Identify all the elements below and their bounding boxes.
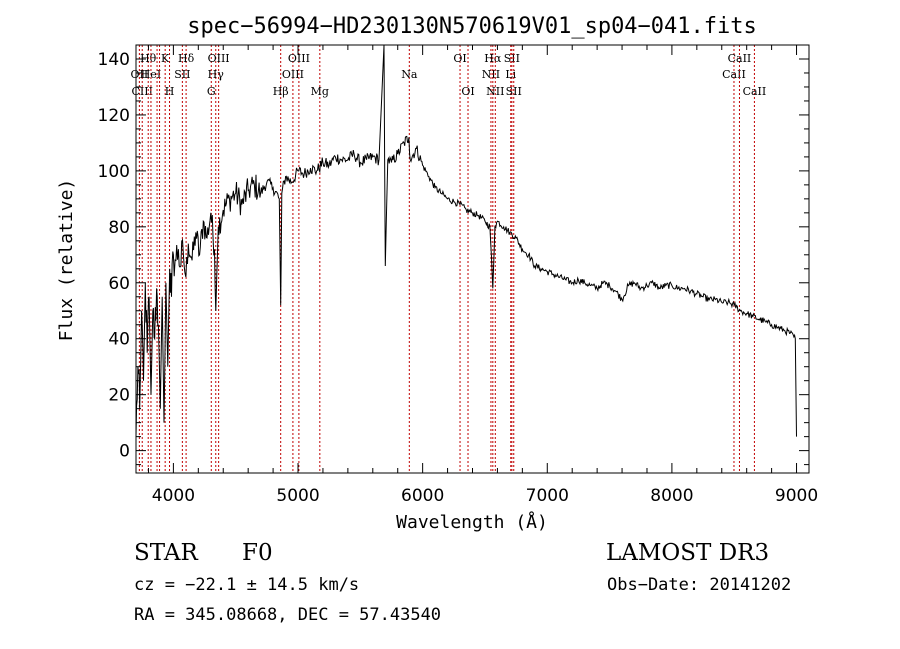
spectrum-series [135, 44, 797, 437]
line-marker-label: Li [505, 68, 516, 81]
x-axis-label: Wavelength (Å) [396, 511, 548, 533]
line-marker-label: CaII [743, 85, 767, 98]
line-marker-label: K [161, 52, 170, 65]
x-tick-label: 8000 [650, 486, 693, 506]
y-tick-label: 140 [98, 50, 130, 70]
coordinates: RA = 345.08668, DEC = 57.43540 [134, 605, 442, 625]
line-marker-label: CaII [728, 52, 752, 65]
x-tick-label: 7000 [526, 486, 569, 506]
x-tick-label: 9000 [775, 486, 818, 506]
line-marker-label: OIII [282, 68, 304, 81]
redshift-cz: cz = −22.1 ± 14.5 km/s [134, 575, 360, 595]
chart-title: spec−56994−HD230130N570619V01_sp04−041.f… [187, 14, 757, 39]
line-marker-label: Mg [311, 85, 329, 98]
line-marker-label: CIII [132, 85, 153, 98]
y-tick-label: 100 [98, 162, 130, 182]
y-tick-label: 40 [108, 330, 130, 350]
line-marker-label: G [207, 85, 216, 98]
survey-name: LAMOST DR3 [606, 540, 770, 566]
object-subclass: F0 [242, 540, 273, 566]
line-marker-label: Hθ [140, 52, 157, 65]
line-marker-label: OII [131, 68, 149, 81]
y-axis-label: Flux (relative) [56, 179, 77, 342]
x-tick-label: 5000 [276, 486, 319, 506]
y-tick-label: 0 [119, 442, 130, 462]
line-marker-label: NII [482, 68, 500, 81]
line-marker-label: Hγ [208, 68, 225, 81]
line-marker-label: OI [461, 85, 474, 98]
y-tick-label: 120 [98, 106, 130, 126]
line-marker-label: SII [506, 85, 522, 98]
x-tick-label: 6000 [401, 486, 444, 506]
x-tick-label: 4000 [152, 486, 195, 506]
observation-date: Obs−Date: 20141202 [607, 575, 792, 595]
line-marker-label: SII [504, 52, 520, 65]
x-axis: 4000 5000 6000 7000 8000 9000 [147, 45, 818, 506]
line-marker-label: OIII [288, 52, 310, 65]
line-marker-label: Hδ [178, 52, 195, 65]
y-axis: 0 20 40 60 80 100 120 140 [98, 44, 809, 466]
spectrum-line [135, 44, 797, 437]
line-marker-label: OI [453, 52, 466, 65]
line-marker-label: Hα [484, 52, 502, 65]
line-marker-label: NII [486, 85, 504, 98]
object-class: STAR [134, 540, 198, 566]
line-marker-label: H [165, 85, 175, 98]
line-marker-label: OIII [208, 52, 230, 65]
y-tick-label: 60 [108, 274, 130, 294]
line-marker-label: Hβ [273, 85, 289, 98]
plot-frame [135, 44, 810, 474]
line-marker-label: SII [174, 68, 190, 81]
y-tick-label: 80 [108, 218, 130, 238]
line-marker-label: Na [401, 68, 418, 81]
y-tick-label: 20 [108, 386, 130, 406]
line-marker-label: HeI [141, 68, 161, 81]
line-marker-label: CaII [722, 68, 746, 81]
